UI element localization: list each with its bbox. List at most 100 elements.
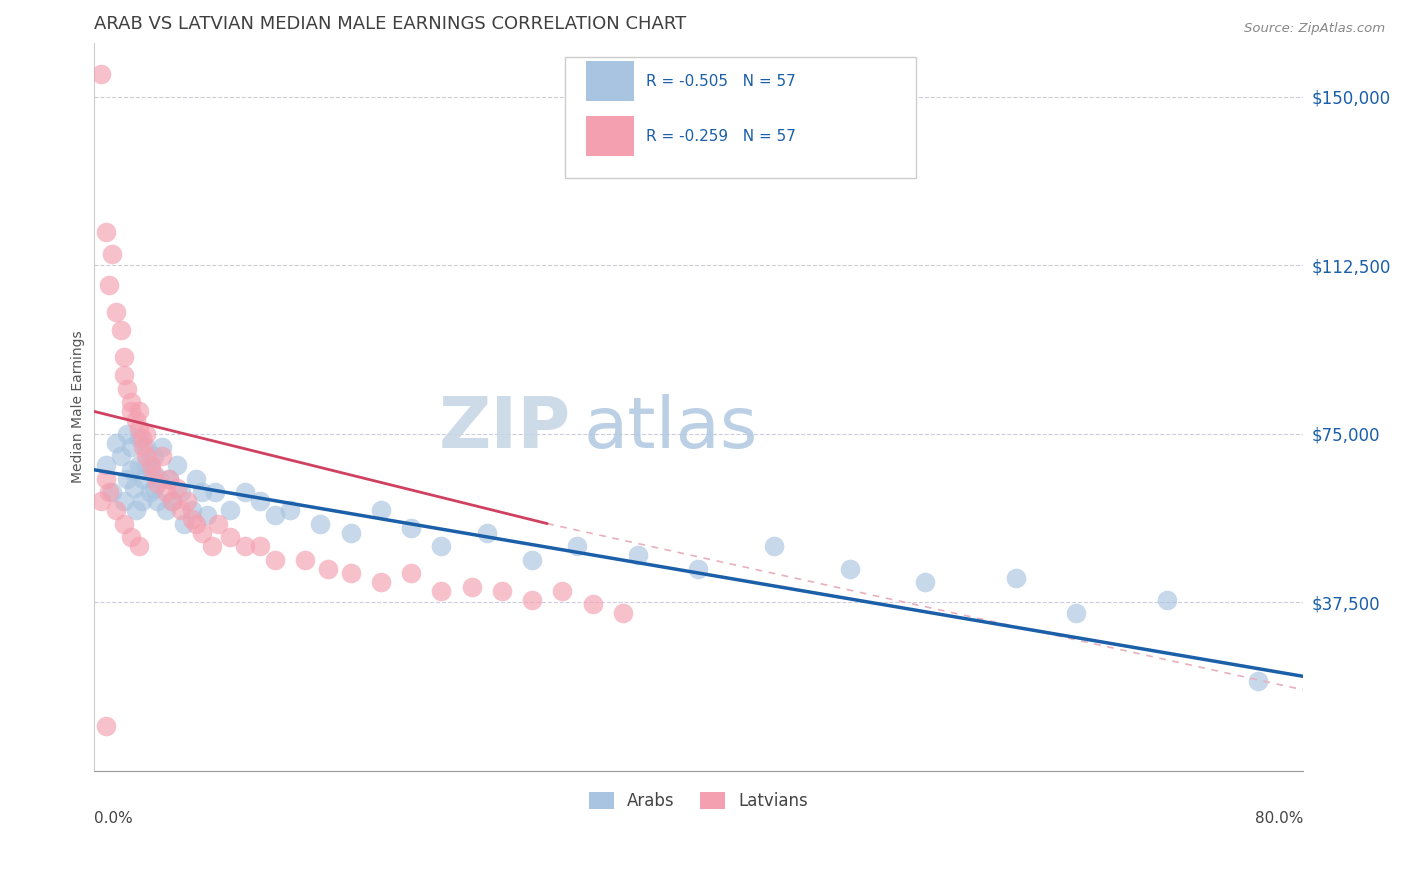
Point [112, 368, 135, 383]
Point [399, 566, 422, 580]
Point [94, 472, 117, 486]
Point [180, 503, 202, 517]
Bar [586, 116, 634, 156]
Point [567, 539, 589, 553]
Point [139, 463, 162, 477]
Point [105, 503, 128, 517]
Point [125, 413, 148, 427]
Point [370, 574, 392, 589]
Point [97, 278, 120, 293]
Point [120, 530, 142, 544]
Point [135, 440, 157, 454]
Point [139, 458, 162, 473]
Point [115, 472, 138, 486]
Point [115, 426, 138, 441]
Point [157, 472, 180, 486]
Point [90, 67, 112, 81]
Point [207, 516, 229, 531]
Point [475, 525, 498, 540]
Point [150, 449, 173, 463]
Point [520, 593, 543, 607]
Point [155, 503, 177, 517]
Text: R = -0.505   N = 57: R = -0.505 N = 57 [647, 74, 796, 89]
Point [100, 247, 122, 261]
Point [249, 539, 271, 553]
Point [1066, 607, 1088, 621]
Point [166, 481, 188, 495]
Point [128, 539, 150, 553]
Y-axis label: Median Male Earnings: Median Male Earnings [72, 330, 86, 483]
Point [264, 508, 287, 522]
Point [218, 503, 240, 517]
Point [195, 508, 218, 522]
Point [581, 598, 603, 612]
Point [124, 481, 146, 495]
Point [170, 485, 193, 500]
Point [143, 449, 166, 463]
Text: 0.0%: 0.0% [94, 811, 132, 826]
Point [132, 440, 155, 454]
Point [838, 561, 860, 575]
Point [128, 404, 150, 418]
Point [110, 449, 132, 463]
Point [1156, 593, 1178, 607]
Point [491, 584, 513, 599]
Point [763, 539, 786, 553]
Point [120, 395, 142, 409]
Point [180, 512, 202, 526]
Point [135, 426, 157, 441]
Point [157, 472, 180, 486]
Point [128, 458, 150, 473]
Point [125, 503, 148, 517]
Point [135, 449, 157, 463]
Point [914, 574, 936, 589]
Point [173, 516, 195, 531]
Point [120, 404, 142, 418]
Point [186, 516, 208, 531]
Point [249, 494, 271, 508]
Point [166, 458, 188, 473]
Point [135, 458, 157, 473]
Point [94, 458, 117, 473]
Point [128, 431, 150, 445]
Point [688, 561, 710, 575]
Point [339, 566, 361, 580]
Point [128, 422, 150, 436]
Point [143, 481, 166, 495]
Point [148, 472, 170, 486]
Point [191, 485, 214, 500]
Point [370, 503, 392, 517]
Text: R = -0.259   N = 57: R = -0.259 N = 57 [647, 128, 796, 144]
Point [112, 494, 135, 508]
Point [132, 472, 155, 486]
Point [138, 485, 160, 500]
Point [176, 494, 198, 508]
Point [94, 225, 117, 239]
Bar [586, 62, 634, 102]
Point [339, 525, 361, 540]
Point [430, 539, 453, 553]
Point [120, 440, 142, 454]
Point [143, 467, 166, 482]
Point [612, 607, 634, 621]
Point [309, 516, 332, 531]
Point [186, 472, 208, 486]
Point [430, 584, 453, 599]
Point [150, 440, 173, 454]
Point [105, 305, 128, 319]
Point [170, 503, 193, 517]
Point [264, 552, 287, 566]
Point [520, 552, 543, 566]
Point [100, 485, 122, 500]
Point [110, 323, 132, 337]
Point [131, 431, 153, 445]
Point [105, 435, 128, 450]
Point [204, 485, 226, 500]
Point [155, 485, 177, 500]
Text: ZIP: ZIP [439, 394, 571, 463]
Point [191, 525, 214, 540]
Point [460, 580, 482, 594]
Point [233, 485, 256, 500]
Point [1005, 570, 1028, 584]
Point [278, 503, 301, 517]
